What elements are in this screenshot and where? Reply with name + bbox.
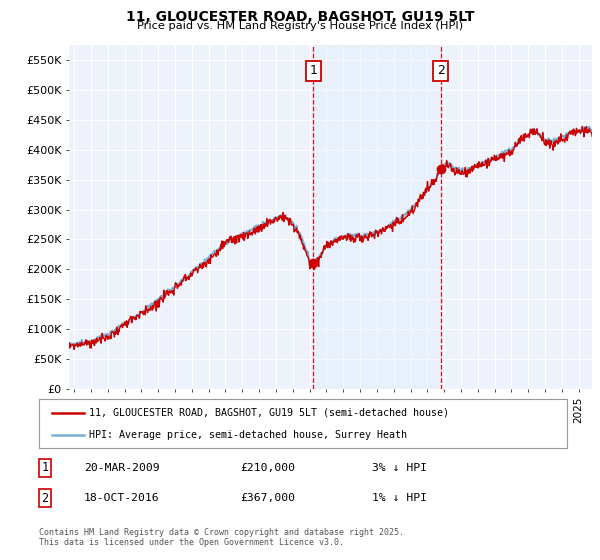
Text: 2: 2 [437,64,445,77]
Text: Contains HM Land Registry data © Crown copyright and database right 2025.
This d: Contains HM Land Registry data © Crown c… [39,528,404,547]
Text: 1: 1 [41,461,49,474]
Text: £210,000: £210,000 [240,463,295,473]
Text: Price paid vs. HM Land Registry's House Price Index (HPI): Price paid vs. HM Land Registry's House … [137,21,463,31]
Bar [313,45,441,389]
Text: 11, GLOUCESTER ROAD, BAGSHOT, GU19 5LT (semi-detached house): 11, GLOUCESTER ROAD, BAGSHOT, GU19 5LT (… [89,408,449,418]
Text: 1% ↓ HPI: 1% ↓ HPI [372,493,427,503]
Text: 2: 2 [41,492,49,505]
Text: 18-OCT-2016: 18-OCT-2016 [84,493,160,503]
Text: 11, GLOUCESTER ROAD, BAGSHOT, GU19 5LT: 11, GLOUCESTER ROAD, BAGSHOT, GU19 5LT [126,10,474,24]
Text: £367,000: £367,000 [240,493,295,503]
Text: 20-MAR-2009: 20-MAR-2009 [84,463,160,473]
Text: HPI: Average price, semi-detached house, Surrey Heath: HPI: Average price, semi-detached house,… [89,430,407,440]
Text: 3% ↓ HPI: 3% ↓ HPI [372,463,427,473]
Text: 1: 1 [310,64,317,77]
